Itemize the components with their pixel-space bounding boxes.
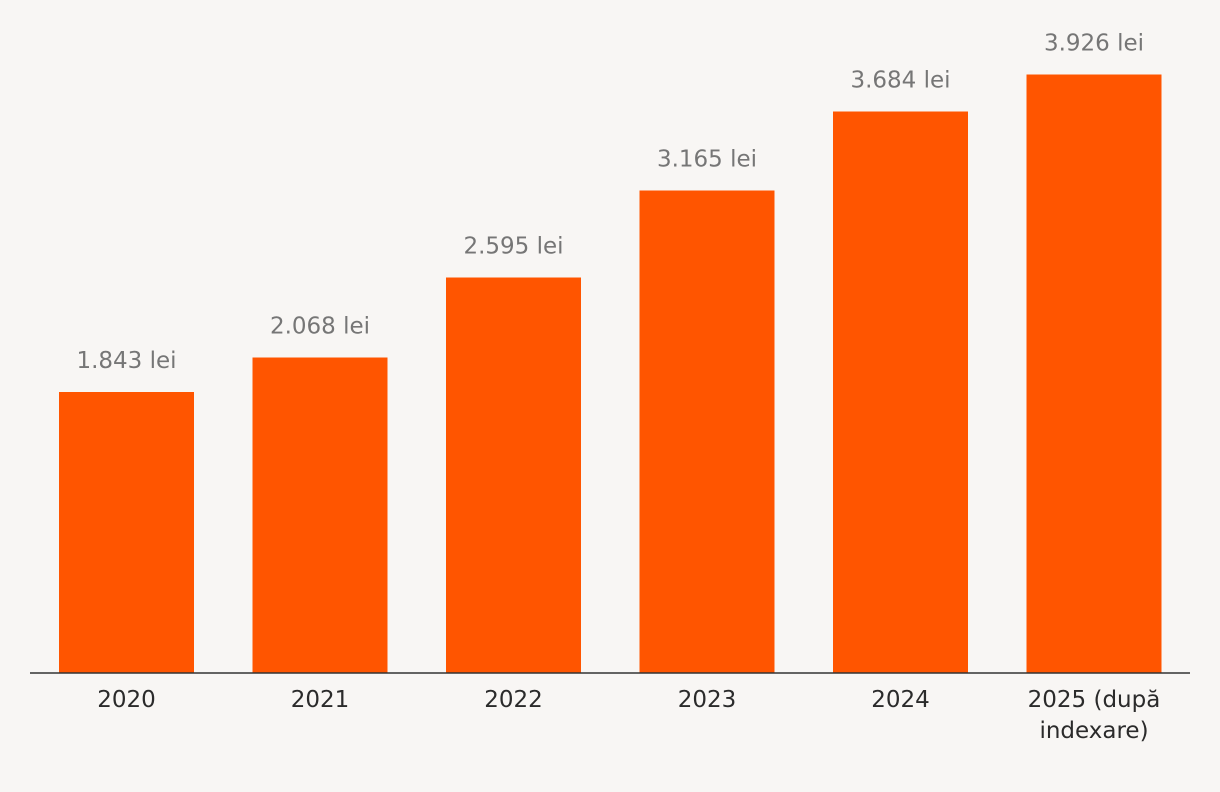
value-labels-group: 1.843 lei 2.068 lei 2.595 lei 3.165 lei 3.68… [76,30,1144,374]
category-label: 2024 [871,687,930,713]
bar-2022 [446,277,581,673]
category-label-line: 2021 [291,687,350,713]
data-label: 3.926 lei [1044,30,1144,56]
category-labels-group: 2020 2021 2022 2023 2024 2025 (după indexare) [97,687,1160,744]
bar-2023 [639,190,775,673]
bar-2024 [833,111,968,674]
category-label-line: 2024 [871,687,930,713]
bars-group [59,74,1162,674]
category-label: 2025 (după indexare) [1028,687,1161,744]
data-label: 3.684 lei [850,67,950,93]
category-label: 2020 [97,687,156,713]
category-label-line: 2022 [484,687,543,713]
data-label: 3.165 lei [657,146,757,172]
category-label-line: 2025 (după [1028,687,1161,713]
data-label: 2.595 lei [463,233,563,259]
category-label: 2023 [678,687,737,713]
bar-2021 [252,357,388,673]
bar-2020 [59,392,194,673]
category-label-line: indexare) [1039,718,1148,744]
category-label: 2022 [484,687,543,713]
category-label-line: 2020 [97,687,156,713]
data-label: 2.068 lei [270,314,370,340]
category-label-line: 2023 [678,687,737,713]
bar-2025 [1026,74,1162,673]
data-label: 1.843 lei [76,348,176,374]
category-label: 2021 [291,687,350,713]
